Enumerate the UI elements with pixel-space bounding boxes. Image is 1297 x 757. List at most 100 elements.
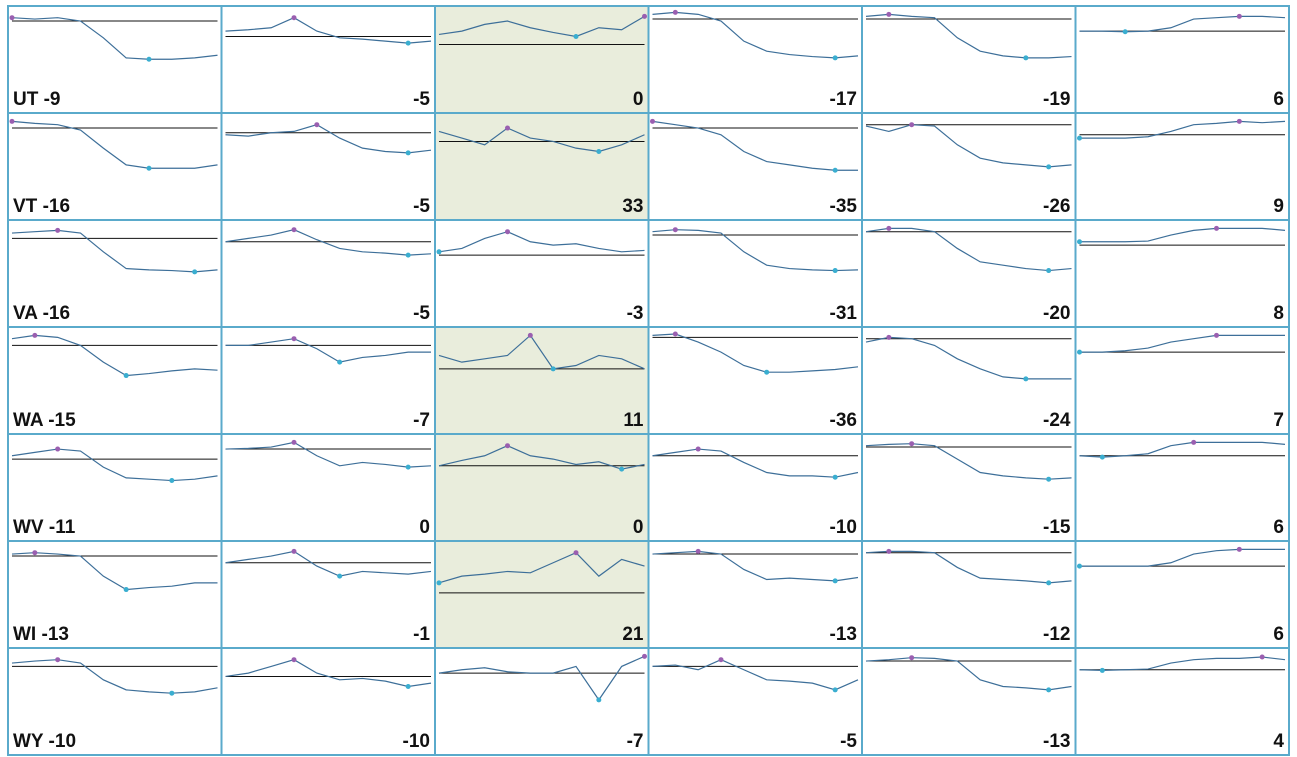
max-marker	[291, 336, 297, 342]
cell	[220, 219, 436, 328]
sparkline	[438, 655, 645, 701]
max-marker	[886, 334, 892, 340]
sparkline	[438, 334, 645, 370]
max-marker	[55, 227, 61, 233]
cell	[220, 5, 436, 114]
cell	[1074, 219, 1290, 328]
cell	[434, 112, 650, 221]
cell-value: -36	[830, 410, 857, 431]
cell-value: -5	[413, 89, 430, 110]
max-marker	[695, 548, 701, 554]
min-marker	[619, 466, 625, 472]
cell	[7, 647, 223, 756]
min-marker	[764, 369, 770, 375]
max-marker	[505, 229, 510, 235]
sparkline	[438, 127, 645, 153]
min-marker	[1099, 454, 1105, 460]
cell-label: WA -15	[13, 410, 76, 431]
min-marker	[169, 690, 175, 696]
max-marker	[9, 118, 15, 124]
max-marker	[695, 446, 701, 452]
sparkline	[652, 448, 859, 478]
min-marker	[596, 697, 602, 703]
min-marker	[123, 587, 129, 593]
max-marker	[9, 15, 15, 21]
state-label: WV	[13, 517, 44, 538]
min-marker	[146, 56, 152, 62]
cell-value: 21	[622, 624, 644, 645]
cell-value: 0	[419, 517, 430, 538]
max-marker	[32, 550, 38, 556]
min-marker	[1023, 55, 1029, 61]
max-marker	[886, 11, 892, 17]
cell-label: WI -13	[13, 624, 69, 645]
max-marker	[909, 122, 915, 128]
sparkline	[1079, 120, 1286, 139]
min-marker	[405, 464, 411, 470]
min-marker	[1023, 376, 1029, 382]
state-label: UT	[13, 89, 39, 110]
sparkline	[652, 333, 859, 373]
cell	[7, 326, 223, 435]
max-marker	[909, 655, 915, 661]
max-marker	[55, 657, 61, 663]
sparkline	[1079, 441, 1286, 458]
max-marker	[291, 227, 297, 233]
cell	[1074, 647, 1290, 756]
state-label: WI	[13, 624, 36, 645]
sparkline	[225, 441, 432, 468]
sparkline	[11, 17, 218, 60]
cell	[434, 647, 650, 756]
cell-value: -15	[1043, 517, 1071, 538]
min-marker	[405, 684, 411, 689]
state-label: WA	[13, 410, 44, 431]
cell-value: -24	[1043, 410, 1071, 431]
state-label: WY	[13, 731, 44, 752]
max-marker	[32, 332, 38, 338]
min-marker	[436, 580, 442, 586]
sparkline	[865, 550, 1072, 584]
sparkline	[652, 659, 859, 691]
cell	[647, 540, 863, 649]
cell-value: -13	[1043, 731, 1070, 752]
max-marker	[314, 122, 320, 128]
max-marker	[909, 441, 915, 447]
min-marker	[832, 474, 838, 480]
min-marker	[405, 252, 411, 258]
cell	[434, 433, 650, 542]
min-marker	[1122, 29, 1128, 35]
max-marker	[1259, 654, 1265, 660]
cell-value: -15	[48, 410, 76, 431]
cell	[434, 540, 650, 649]
cell	[434, 5, 650, 114]
sparkline	[652, 120, 858, 171]
min-marker	[832, 687, 838, 693]
cell	[861, 433, 1077, 542]
cell-value: -7	[627, 731, 644, 752]
cell	[1074, 326, 1290, 435]
cell	[647, 647, 863, 756]
sparkline	[1079, 15, 1286, 33]
cell-value: 33	[622, 196, 643, 217]
cell-value: -9	[44, 89, 61, 110]
cell-value: -35	[830, 196, 858, 217]
state-label: VA	[13, 303, 38, 324]
sparkline	[652, 11, 859, 59]
max-marker	[1191, 439, 1197, 445]
cell	[1074, 540, 1290, 649]
cell	[434, 326, 650, 435]
sparkline	[865, 443, 1072, 480]
min-marker	[1077, 349, 1082, 355]
min-marker	[1046, 476, 1052, 482]
cell-value: -16	[43, 196, 70, 217]
cell	[220, 326, 436, 435]
cell	[647, 219, 863, 328]
max-marker	[650, 118, 655, 124]
cell-value: 6	[1273, 624, 1284, 645]
cell-value: -13	[42, 624, 69, 645]
min-marker	[1046, 164, 1052, 170]
max-marker	[672, 331, 678, 337]
cell-label: VT -16	[13, 196, 70, 217]
min-marker	[832, 268, 838, 274]
